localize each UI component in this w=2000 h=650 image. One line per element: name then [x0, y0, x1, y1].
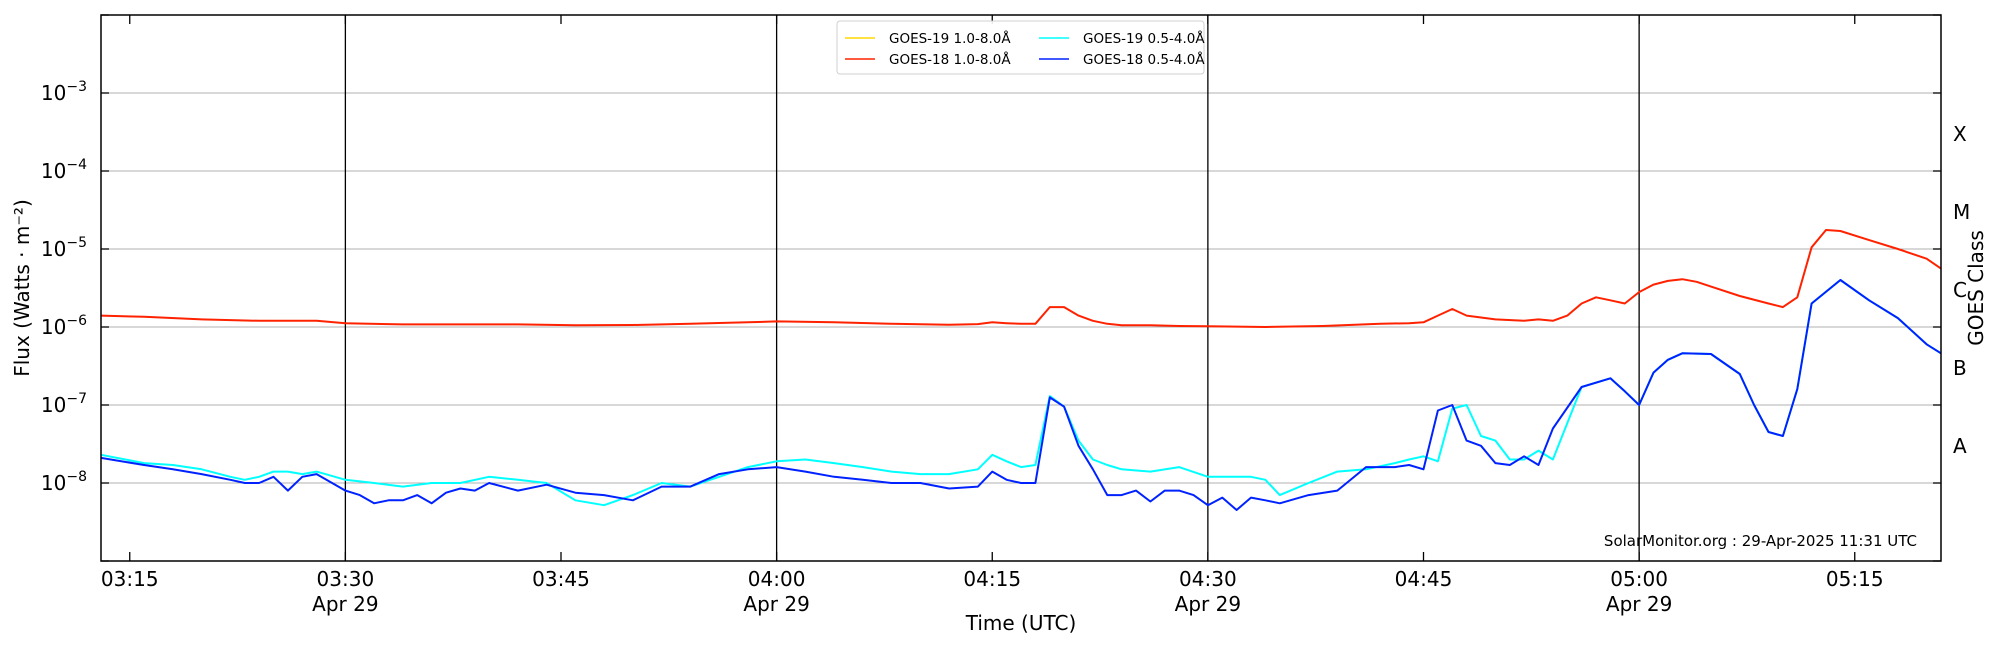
x-axis-label: Time (UTC) [965, 611, 1077, 635]
series-line-goes-18-0-5-4-0- [100, 279, 1942, 511]
x-tick-date-label: Apr 29 [1606, 592, 1672, 616]
y-tick-exponent: −5 [66, 235, 87, 251]
x-tick-label: 03:45 [532, 567, 590, 591]
x-tick-label: 04:15 [963, 567, 1021, 591]
y-tick-exponent: −7 [66, 391, 87, 407]
goes-class-labels: A B C M X [1953, 122, 1970, 458]
y-tick-label: 10−8 [41, 469, 87, 495]
series-layer [100, 229, 1942, 511]
legend-label: GOES-18 0.5-4.0Å [1083, 51, 1205, 68]
y-tick-label: 10−3 [41, 79, 87, 105]
x-tick-label: 05:15 [1826, 567, 1884, 591]
y-tick-label: 10−5 [41, 235, 87, 261]
y-tick-exponent: −4 [66, 157, 87, 173]
y-axis-label: Flux (Watts · m⁻²) [10, 199, 34, 377]
y-tick-exponent: −8 [66, 469, 87, 485]
y-tick-base: 10 [41, 471, 66, 495]
credit-text: SolarMonitor.org : 29-Apr-2025 11:31 UTC [1604, 532, 1917, 550]
legend-box [836, 20, 1205, 75]
goes-class-b: B [1953, 356, 1967, 380]
y-tick-exponent: −3 [66, 79, 87, 95]
legend: GOES-19 1.0-8.0Å GOES-19 0.5-4.0Å GOES-18 … [836, 20, 1205, 75]
x-tick-date-label: Apr 29 [1175, 592, 1241, 616]
x-tick-label: 04:00 [748, 567, 806, 591]
y-tick-base: 10 [41, 159, 66, 183]
grid-layer [101, 14, 1941, 562]
goes-class-x: X [1953, 122, 1967, 146]
x-tick-label: 03:30 [317, 567, 375, 591]
y-tick-label: 10−6 [41, 313, 87, 339]
x-tick-label: 03:15 [101, 567, 159, 591]
x-tick-date-label: Apr 29 [743, 592, 809, 616]
goes-class-a: A [1953, 434, 1967, 458]
legend-label: GOES-18 1.0-8.0Å [889, 51, 1011, 68]
x-tick-label: 04:45 [1395, 567, 1453, 591]
y-tick-label: 10−7 [41, 391, 87, 417]
y-tick-base: 10 [41, 393, 66, 417]
y-tick-base: 10 [41, 315, 66, 339]
y-tick-base: 10 [41, 237, 66, 261]
plot-frame [100, 14, 1942, 562]
goes-class-axis-label: GOES Class [1964, 230, 1988, 346]
x-tick-label: 04:30 [1179, 567, 1237, 591]
series-line-goes-19-0-5-4-0- [100, 279, 1942, 507]
y-tick-base: 10 [41, 81, 66, 105]
y-tick-exponent: −6 [66, 313, 87, 329]
goes-class-c: C [1953, 278, 1967, 302]
series-line-goes-18-1-0-8-0- [100, 229, 1942, 328]
y-tick-label: 10−4 [41, 157, 87, 183]
x-tick-date-label: Apr 29 [312, 592, 378, 616]
goes-class-m: M [1953, 200, 1970, 224]
legend-label: GOES-19 1.0-8.0Å [889, 30, 1011, 47]
legend-label: GOES-19 0.5-4.0Å [1083, 30, 1205, 47]
x-tick-label: 05:00 [1610, 567, 1668, 591]
